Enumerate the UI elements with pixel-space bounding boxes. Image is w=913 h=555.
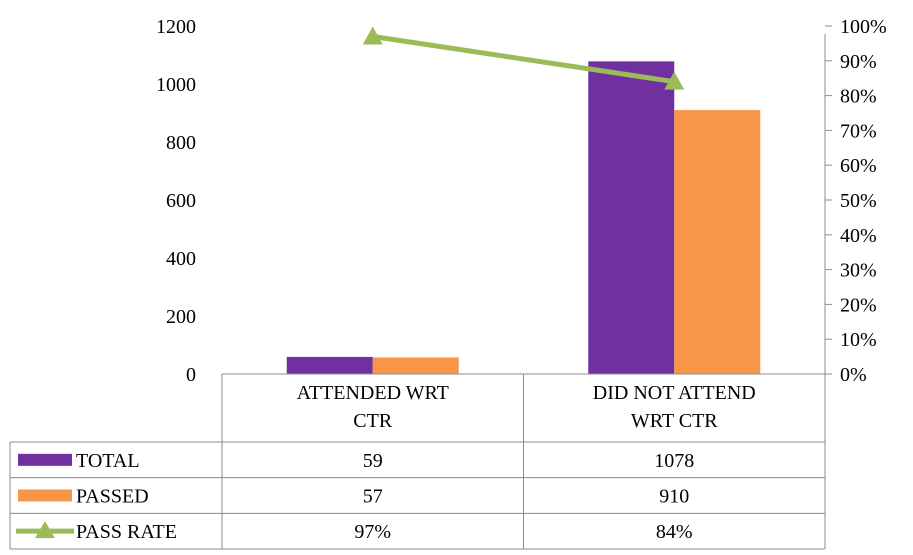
right-tick-label: 100% bbox=[840, 16, 887, 38]
right-tick-label: 30% bbox=[840, 260, 877, 282]
bar-series bbox=[222, 61, 825, 375]
line-series bbox=[362, 26, 685, 90]
right-tick-label: 50% bbox=[840, 190, 877, 212]
left-axis-ticks: 0 200 400 600 800 1000 1200 bbox=[156, 16, 196, 386]
right-tick-label: 80% bbox=[840, 86, 877, 108]
bar-total bbox=[588, 61, 675, 374]
legend-key-pass-rate-marker bbox=[35, 521, 55, 539]
series-name: PASSED bbox=[76, 486, 149, 508]
right-tick-label: 0% bbox=[840, 364, 867, 386]
left-tick-label: 600 bbox=[166, 190, 196, 212]
category-label: WRT CTR bbox=[631, 410, 718, 432]
right-tick-label: 20% bbox=[840, 294, 877, 316]
table-cell-value: 97% bbox=[354, 521, 391, 543]
bar-passed bbox=[674, 110, 761, 374]
left-tick-label: 800 bbox=[166, 132, 196, 154]
legend-key-passed bbox=[18, 489, 72, 502]
left-tick-label: 1000 bbox=[156, 74, 196, 96]
table-cell-value: 1078 bbox=[654, 450, 694, 472]
pass-rate-point bbox=[362, 26, 383, 45]
table-cell-value: 57 bbox=[363, 486, 383, 508]
table-cell-value: 59 bbox=[363, 450, 383, 472]
right-axis-ticks: 0% 10% 20% 30% 40% 50% 60% 70% 80% 90% 100% bbox=[824, 16, 887, 386]
category-label: ATTENDED WRT bbox=[297, 382, 449, 404]
bar-passed bbox=[372, 357, 459, 374]
bar-total bbox=[286, 356, 373, 374]
right-tick-label: 10% bbox=[840, 329, 877, 351]
category-label: CTR bbox=[353, 410, 393, 432]
series-name: TOTAL bbox=[76, 450, 140, 472]
left-tick-label: 0 bbox=[186, 364, 196, 386]
left-tick-label: 400 bbox=[166, 248, 196, 270]
data-table: ATTENDED WRT CTR DID NOT ATTEND WRT CTR TOTA… bbox=[9, 374, 826, 550]
legend-key-total bbox=[18, 453, 72, 466]
left-tick-label: 1200 bbox=[156, 16, 196, 38]
right-tick-label: 70% bbox=[840, 120, 877, 142]
line-pass-rate bbox=[372, 33, 675, 85]
left-tick-label: 200 bbox=[166, 306, 196, 328]
table-cell-value: 84% bbox=[656, 521, 693, 543]
series-name: PASS RATE bbox=[76, 521, 177, 543]
pass-rate-point bbox=[664, 71, 685, 90]
table-cell-value: 910 bbox=[659, 486, 689, 508]
category-label: DID NOT ATTEND bbox=[593, 382, 756, 404]
right-tick-label: 60% bbox=[840, 155, 877, 177]
right-tick-label: 40% bbox=[840, 225, 877, 247]
right-tick-label: 90% bbox=[840, 51, 877, 73]
